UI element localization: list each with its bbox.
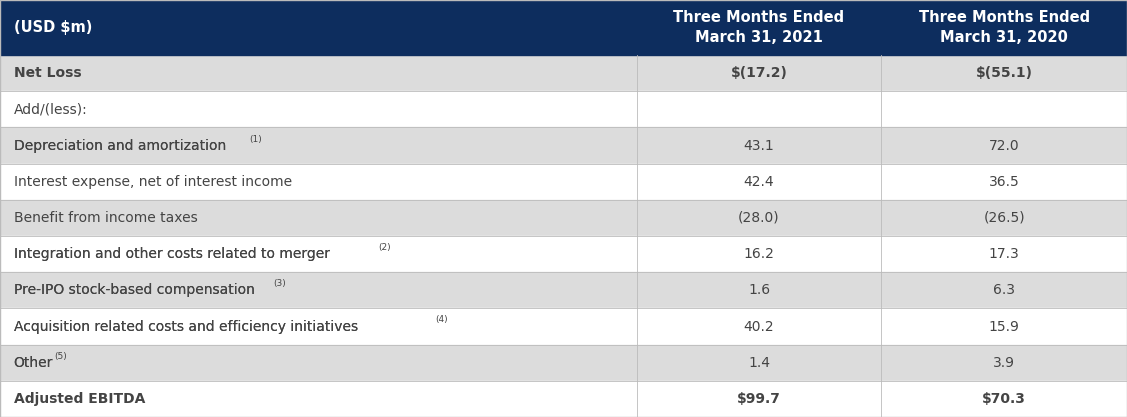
Text: 15.9: 15.9 (988, 319, 1020, 334)
Text: Net Loss: Net Loss (14, 66, 81, 80)
Text: 43.1: 43.1 (744, 138, 774, 153)
Text: (2): (2) (379, 243, 391, 252)
Text: Other: Other (14, 356, 53, 370)
Bar (0, 309, 1127, 344)
Text: $99.7: $99.7 (737, 392, 781, 406)
Text: Interest expense, net of interest income: Interest expense, net of interest income (14, 175, 292, 189)
Text: Acquisition related costs and efficiency initiatives: Acquisition related costs and efficiency… (14, 319, 357, 334)
Bar (0, 236, 1127, 272)
Text: Depreciation and amortization: Depreciation and amortization (14, 138, 225, 153)
Text: 6.3: 6.3 (993, 283, 1015, 297)
Bar (0, 128, 1127, 163)
Bar (0, 200, 1127, 236)
Text: Integration and other costs related to merger: Integration and other costs related to m… (14, 247, 329, 261)
Text: Depreciation and amortization: Depreciation and amortization (14, 138, 225, 153)
Text: Adjusted EBITDA: Adjusted EBITDA (14, 392, 145, 406)
Text: Benefit from income taxes: Benefit from income taxes (14, 211, 197, 225)
Bar (0, 381, 1127, 417)
Text: (3): (3) (273, 279, 286, 288)
Text: Integration and other costs related to merger: Integration and other costs related to m… (14, 247, 329, 261)
Text: Other: Other (14, 356, 53, 370)
Text: 1.6: 1.6 (748, 283, 770, 297)
Text: Pre-IPO stock-based compensation: Pre-IPO stock-based compensation (14, 283, 255, 297)
Text: 72.0: 72.0 (988, 138, 1020, 153)
Text: Pre-IPO stock-based compensation: Pre-IPO stock-based compensation (14, 283, 255, 297)
Text: 16.2: 16.2 (744, 247, 774, 261)
Text: $(17.2): $(17.2) (730, 66, 788, 80)
Text: (1): (1) (249, 135, 261, 143)
Text: (28.0): (28.0) (738, 211, 780, 225)
Text: 17.3: 17.3 (988, 247, 1020, 261)
Bar (0, 91, 1127, 128)
Text: 3.9: 3.9 (993, 356, 1015, 370)
Text: $70.3: $70.3 (983, 392, 1026, 406)
Bar (0, 344, 1127, 381)
Text: Acquisition related costs and efficiency initiatives: Acquisition related costs and efficiency… (14, 319, 357, 334)
Bar (0, 272, 1127, 309)
Text: (26.5): (26.5) (984, 211, 1024, 225)
Text: Three Months Ended
March 31, 2020: Three Months Ended March 31, 2020 (919, 10, 1090, 45)
Text: Three Months Ended
March 31, 2021: Three Months Ended March 31, 2021 (674, 10, 844, 45)
Text: 1.4: 1.4 (748, 356, 770, 370)
Text: 36.5: 36.5 (988, 175, 1020, 189)
Bar (0, 163, 1127, 200)
Text: (4): (4) (435, 316, 449, 324)
Text: 40.2: 40.2 (744, 319, 774, 334)
Text: (5): (5) (54, 352, 66, 361)
Text: 42.4: 42.4 (744, 175, 774, 189)
Text: (USD $m): (USD $m) (14, 20, 92, 35)
Bar (0, 55, 1127, 91)
Bar (0, 0, 1127, 55)
Text: Add/(less):: Add/(less): (14, 102, 87, 116)
Text: $(55.1): $(55.1) (976, 66, 1032, 80)
